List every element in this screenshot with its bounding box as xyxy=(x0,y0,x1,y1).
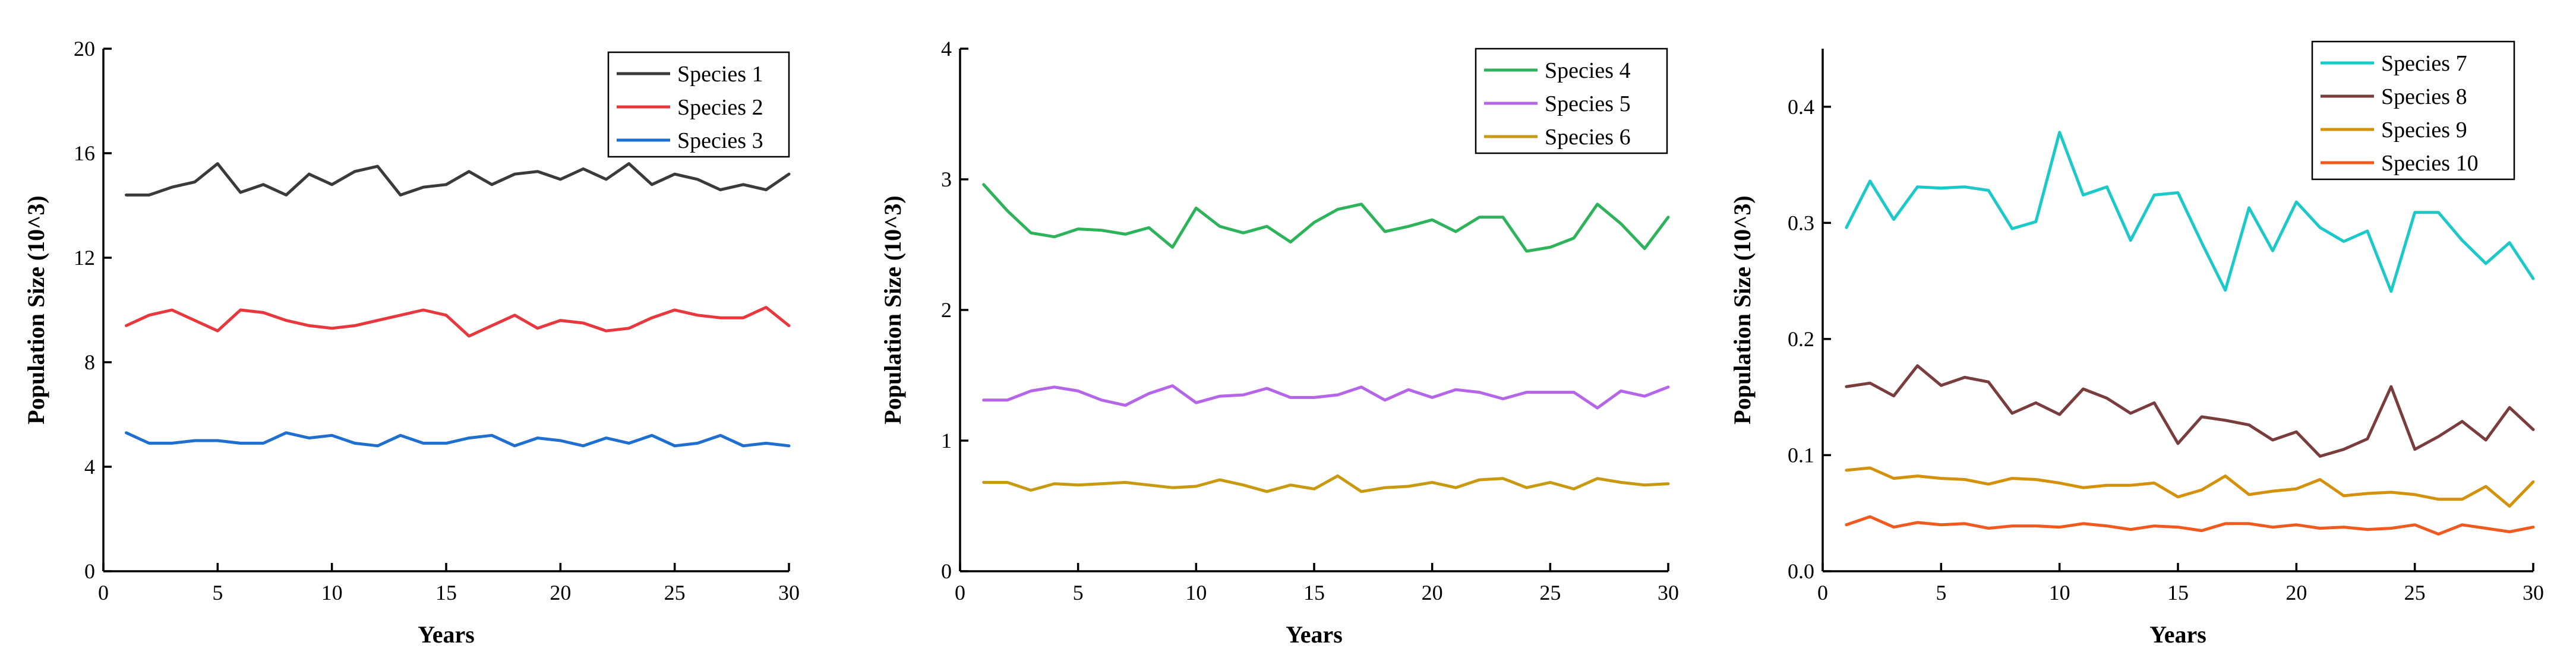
legend: Species 1 Species 2 Species 3 xyxy=(607,51,790,158)
y-axis-title: Population Size (10^3) xyxy=(1729,195,1756,424)
series-line-species-4 xyxy=(982,183,1670,253)
legend: Species 7 Species 8 Species 9 Species 10 xyxy=(2311,40,2515,181)
legend-label-species-6: Species 6 xyxy=(1545,125,1631,150)
x-tick-label: 25 xyxy=(2404,581,2426,604)
legend-label-species-7: Species 7 xyxy=(2381,51,2467,76)
y-tick-label: 0.4 xyxy=(1788,95,1814,119)
chart-panel-2: 0 5 10 15 20 25 30 0 1 2 3 4 Years Population Size (1… xyxy=(879,37,1679,648)
y-tick-label: 4 xyxy=(941,37,952,61)
series-line-species-10 xyxy=(1845,515,2535,536)
x-tick-label: 20 xyxy=(1422,581,1443,604)
x-tick-label: 5 xyxy=(212,581,223,604)
legend: Species 4 Species 5 Species 6 xyxy=(1475,48,1668,154)
x-tick-label: 30 xyxy=(2523,581,2544,604)
y-tick-label: 0 xyxy=(84,559,95,583)
legend-label-species-5: Species 5 xyxy=(1545,91,1631,116)
x-tick-label: 0 xyxy=(1817,581,1828,604)
y-tick-label: 4 xyxy=(84,455,95,479)
legend-label-species-9: Species 9 xyxy=(2381,118,2467,143)
y-tick-label: 8 xyxy=(84,350,95,374)
x-tick-label: 10 xyxy=(1185,581,1207,604)
x-tick-label: 20 xyxy=(2285,581,2307,604)
series-line-species-6 xyxy=(982,474,1670,493)
x-axis-title: Years xyxy=(1286,621,1343,648)
legend-label-species-8: Species 8 xyxy=(2381,84,2467,109)
legend-box xyxy=(2311,40,2515,181)
x-tick-label: 10 xyxy=(321,581,343,604)
legend-label-species-3: Species 3 xyxy=(677,128,763,153)
x-tick-label: 15 xyxy=(435,581,457,604)
y-tick-label: 20 xyxy=(74,37,95,61)
x-tick-label: 15 xyxy=(1303,581,1325,604)
y-tick-label: 0.3 xyxy=(1788,211,1814,235)
y-tick-label: 12 xyxy=(74,246,95,270)
series-line-species-9 xyxy=(1845,466,2535,508)
y-tick-label: 0.2 xyxy=(1788,327,1814,351)
y-tick-label: 0.0 xyxy=(1788,559,1814,583)
series-line-species-3 xyxy=(125,431,791,448)
legend-label-species-4: Species 4 xyxy=(1545,58,1631,83)
legend-label-species-2: Species 2 xyxy=(677,95,763,120)
legend-label-species-10: Species 10 xyxy=(2381,151,2479,176)
series-line-species-8 xyxy=(1845,364,2535,458)
y-axis-title: Population Size (10^3) xyxy=(23,195,49,424)
x-tick-label: 15 xyxy=(2167,581,2189,604)
x-tick-label: 25 xyxy=(664,581,686,604)
series-line-species-5 xyxy=(982,384,1670,410)
x-tick-label: 25 xyxy=(1539,581,1561,604)
x-tick-label: 0 xyxy=(955,581,965,604)
legend-label-species-1: Species 1 xyxy=(677,62,763,87)
x-axis-title: Years xyxy=(418,621,475,648)
chart-panel-1: 0 5 10 15 20 25 30 0 4 8 12 16 20 Years Population Siz… xyxy=(23,37,800,648)
x-tick-label: 10 xyxy=(2049,581,2070,604)
x-tick-label: 5 xyxy=(1936,581,1946,604)
y-tick-label: 0 xyxy=(941,559,952,583)
x-tick-label: 20 xyxy=(550,581,571,604)
x-tick-label: 5 xyxy=(1073,581,1084,604)
x-axis-title: Years xyxy=(2149,621,2206,648)
y-axis-title: Population Size (10^3) xyxy=(879,195,906,424)
x-tick-label: 30 xyxy=(778,581,800,604)
y-tick-label: 1 xyxy=(941,429,952,452)
y-tick-label: 3 xyxy=(941,167,952,191)
y-tick-label: 0.1 xyxy=(1788,443,1814,467)
y-tick-label: 2 xyxy=(941,298,952,322)
series-line-species-1 xyxy=(125,162,791,197)
y-tick-label: 16 xyxy=(74,141,95,165)
x-tick-label: 0 xyxy=(98,581,109,604)
x-tick-label: 30 xyxy=(1658,581,1679,604)
chart-panel-3: 0 5 10 15 20 25 30 0.0 0.1 0.2 0.3 0.4 Years Populati… xyxy=(1729,40,2544,648)
series-line-species-2 xyxy=(125,306,791,338)
series-line-species-7 xyxy=(1845,131,2535,293)
